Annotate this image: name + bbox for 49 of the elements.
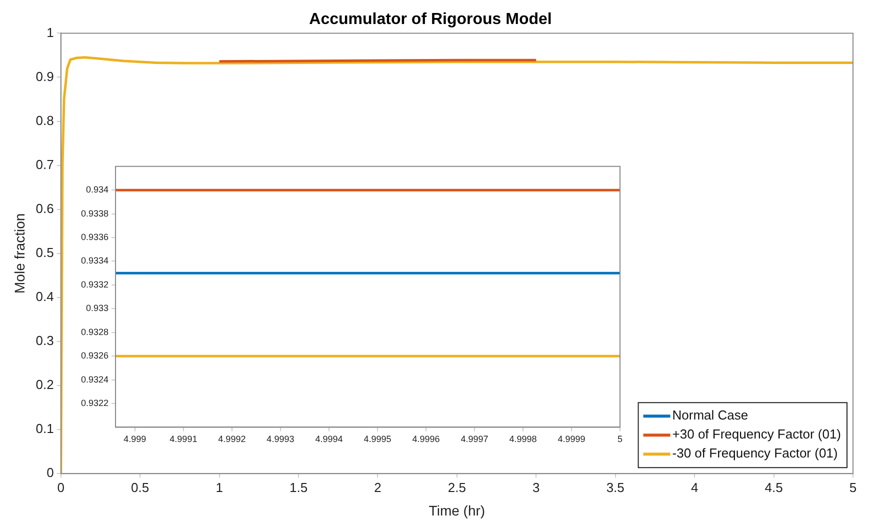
y-tick-label: 0.7: [36, 156, 54, 172]
x-tick-label: 4.9991: [170, 434, 198, 444]
y-tick-label: 0.9328: [80, 326, 109, 337]
x-tick-label: 4: [690, 480, 698, 495]
y-tick-label: 0.9334: [80, 256, 109, 266]
y-tick-label: 1: [46, 24, 54, 40]
chart-title: Accumulator of Rigorous Model: [309, 11, 552, 28]
y-tick-label: 0.2: [36, 377, 54, 392]
x-tick-label: 3: [532, 480, 540, 495]
y-tick-label: 0.1: [36, 421, 54, 436]
x-tick-label: 4.5: [764, 480, 783, 495]
legend-label: Normal Case: [672, 408, 748, 423]
y-tick-label: 0.8: [36, 112, 54, 128]
x-tick-label: 0.5: [131, 480, 150, 495]
x-tick-label: 4.9993: [266, 434, 294, 444]
x-tick-label: 4.9999: [558, 434, 586, 444]
y-tick-label: 0.5: [36, 244, 54, 260]
x-tick-label: 4.9998: [509, 434, 537, 444]
y-tick-label: 0.9332: [80, 279, 109, 290]
x-tick-label: 2: [374, 480, 382, 495]
y-tick-label: 0.9326: [80, 350, 109, 361]
y-tick-label: 0.9: [36, 68, 54, 84]
x-tick-label: 3.5: [606, 480, 624, 495]
y-tick-label: 0: [46, 465, 54, 480]
y-tick-label: 0.934: [86, 184, 109, 195]
x-tick-label: 2.5: [448, 480, 466, 495]
legend-label: +30 of Frequency Factor (01): [672, 426, 842, 442]
x-tick-label: 4.9996: [412, 434, 440, 444]
y-tick-label: 0.6: [36, 200, 54, 216]
x-tick-label: 4.9997: [460, 434, 488, 444]
x-tick-label: 5: [849, 480, 857, 495]
y-axis-title: Mole fraction: [11, 213, 28, 294]
y-tick-label: 0.9336: [80, 232, 109, 242]
legend-label: -30 of Frequency Factor (01): [672, 446, 838, 461]
y-tick-label: 0.9338: [80, 208, 109, 218]
y-tick-label: 0.9324: [80, 374, 109, 384]
x-tick-label: 1.5: [289, 480, 308, 495]
x-tick-label: 0: [57, 480, 64, 495]
x-tick-label: 4.9995: [364, 434, 392, 444]
y-tick-label: 0.4: [36, 289, 54, 304]
x-tick-label: 4.9994: [315, 434, 343, 444]
x-tick-label: 1: [216, 480, 223, 495]
y-tick-label: 0.933: [86, 303, 109, 314]
y-tick-label: 0.9322: [80, 398, 109, 408]
x-tick-label: 4.999: [124, 434, 146, 444]
y-tick-label: 0.3: [36, 333, 54, 348]
x-axis-title: Time (hr): [428, 502, 486, 518]
x-tick-label: 5: [617, 434, 623, 444]
x-tick-label: 4.9992: [218, 434, 246, 444]
